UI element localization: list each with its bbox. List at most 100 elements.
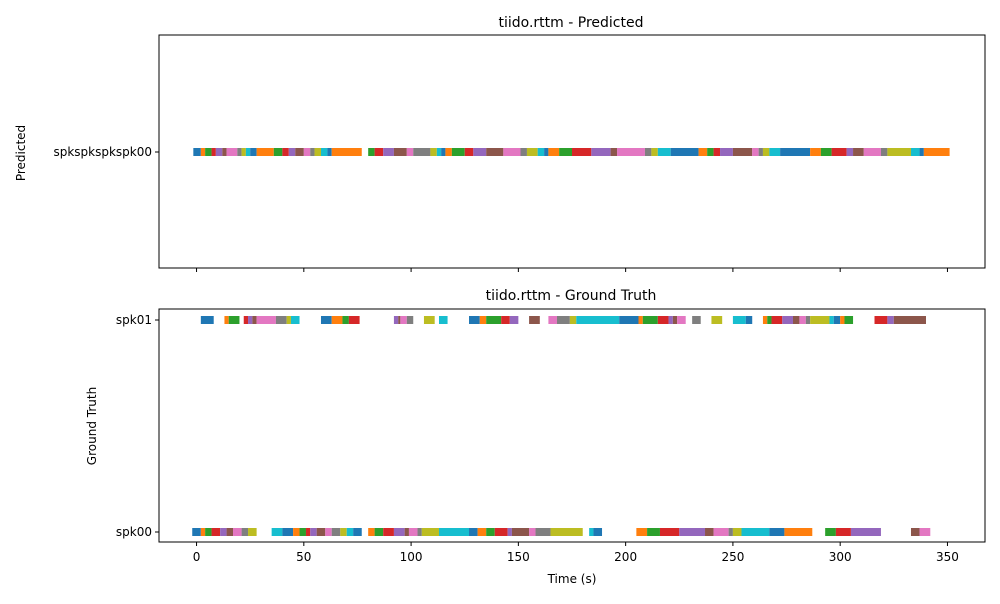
ground-truth-segment: [636, 528, 648, 536]
ground-truth-segment: [548, 316, 557, 324]
predicted-segment: [215, 148, 223, 156]
ground-truth-xticks: 0 50 100 150 200 250 300 350: [193, 542, 959, 564]
ground-truth-segment: [501, 316, 510, 324]
ground-truth-segment: [299, 528, 306, 536]
predicted-segment: [486, 148, 504, 156]
ground-truth-segment: [672, 316, 678, 324]
ground-truth-segment: [713, 528, 729, 536]
predicted-segments: [193, 148, 950, 156]
predicted-segment: [853, 148, 864, 156]
predicted-segment: [464, 148, 474, 156]
predicted-ylabel: Predicted: [14, 125, 28, 181]
ground-truth-segment: [331, 316, 343, 324]
ground-truth-segment: [320, 316, 332, 324]
ground-truth-segment: [659, 528, 680, 536]
ground-truth-segment: [248, 528, 257, 536]
predicted-segment: [436, 148, 442, 156]
predicted-segment: [273, 148, 283, 156]
ground-truth-segment: [529, 316, 540, 324]
ground-truth-segment: [228, 316, 240, 324]
predicted-axes-frame: [158, 34, 986, 269]
ground-truth-segment: [919, 528, 931, 536]
ground-truth-segment: [286, 316, 291, 324]
ground-truth-segment: [799, 316, 806, 324]
predicted-segment: [314, 148, 321, 156]
ground-truth-xtick-label: 0: [193, 550, 201, 564]
predicted-segment: [413, 148, 431, 156]
ground-truth-segment: [792, 316, 800, 324]
predicted-segment: [282, 148, 289, 156]
ground-truth-segment: [241, 528, 249, 536]
predicted-segment: [200, 148, 206, 156]
predicted-segment: [752, 148, 759, 156]
predicted-segment: [657, 148, 671, 156]
predicted-segment: [698, 148, 708, 156]
predicted-segment: [887, 148, 911, 156]
ground-truth-segment: [252, 316, 257, 324]
predicted-segment: [368, 148, 375, 156]
ground-truth-segment: [293, 528, 300, 536]
predicted-segment: [503, 148, 521, 156]
ground-truth-segment: [893, 316, 926, 324]
ground-truth-segment: [346, 528, 354, 536]
predicted-segment: [303, 148, 311, 156]
ground-truth-segment: [657, 316, 669, 324]
ground-truth-segment: [705, 528, 714, 536]
ground-truth-segment: [668, 316, 673, 324]
ground-truth-segment: [393, 316, 399, 324]
predicted-segment: [720, 148, 733, 156]
ground-truth-segment: [805, 316, 811, 324]
ground-truth-xtick-label: 50: [296, 550, 311, 564]
predicted-segment: [237, 148, 242, 156]
ground-truth-segment: [469, 528, 478, 536]
predicted-segment: [820, 148, 832, 156]
ground-truth-segment: [550, 528, 583, 536]
predicted-segment: [526, 148, 538, 156]
ground-truth-segment: [844, 316, 854, 324]
ground-truth-xtick-label: 350: [936, 550, 959, 564]
predicted-segment: [383, 148, 394, 156]
ground-truth-segment: [200, 528, 206, 536]
ground-truth-segment: [642, 316, 658, 324]
predicted-segment: [559, 148, 572, 156]
ground-truth-segment: [233, 528, 242, 536]
ground-truth-segment: [275, 316, 287, 324]
predicted-segment: [445, 148, 452, 156]
predicted-segment: [919, 148, 924, 156]
ground-truth-segment: [479, 316, 487, 324]
predicted-segment: [591, 148, 611, 156]
ground-truth-segment: [507, 528, 512, 536]
ground-truth-segment: [205, 528, 212, 536]
ground-truth-segment: [835, 528, 851, 536]
ground-truth-segment: [511, 528, 530, 536]
predicted-segment: [222, 148, 227, 156]
predicted-segment: [707, 148, 714, 156]
ground-truth-segment: [438, 316, 448, 324]
predicted-segment: [331, 148, 362, 156]
ground-truth-yticks: spk01 spk00: [116, 313, 159, 539]
ground-truth-segment: [348, 316, 360, 324]
predicted-segment: [846, 148, 854, 156]
ground-truth-segment: [874, 316, 888, 324]
ground-truth-segment: [728, 528, 733, 536]
predicted-segment: [880, 148, 888, 156]
ground-truth-segment: [769, 528, 785, 536]
predicted-segment: [713, 148, 721, 156]
ground-truth-ylabel: Ground Truth: [85, 387, 99, 465]
ground-truth-xtick-label: 250: [721, 550, 744, 564]
ground-truth-segment: [417, 528, 422, 536]
ground-truth-segment: [256, 316, 276, 324]
predicted-segment: [320, 148, 328, 156]
ground-truth-segment: [438, 528, 470, 536]
ground-truth-segment: [486, 528, 495, 536]
ground-truth-segment: [400, 316, 407, 324]
ground-truth-segment: [619, 316, 639, 324]
ground-truth-segment: [810, 316, 830, 324]
predicted-segment: [537, 148, 545, 156]
ground-truth-segment: [421, 528, 439, 536]
predicted-title: tiido.rttm - Predicted: [499, 15, 644, 31]
ground-truth-segment: [833, 316, 841, 324]
ground-truth-segment: [469, 316, 480, 324]
